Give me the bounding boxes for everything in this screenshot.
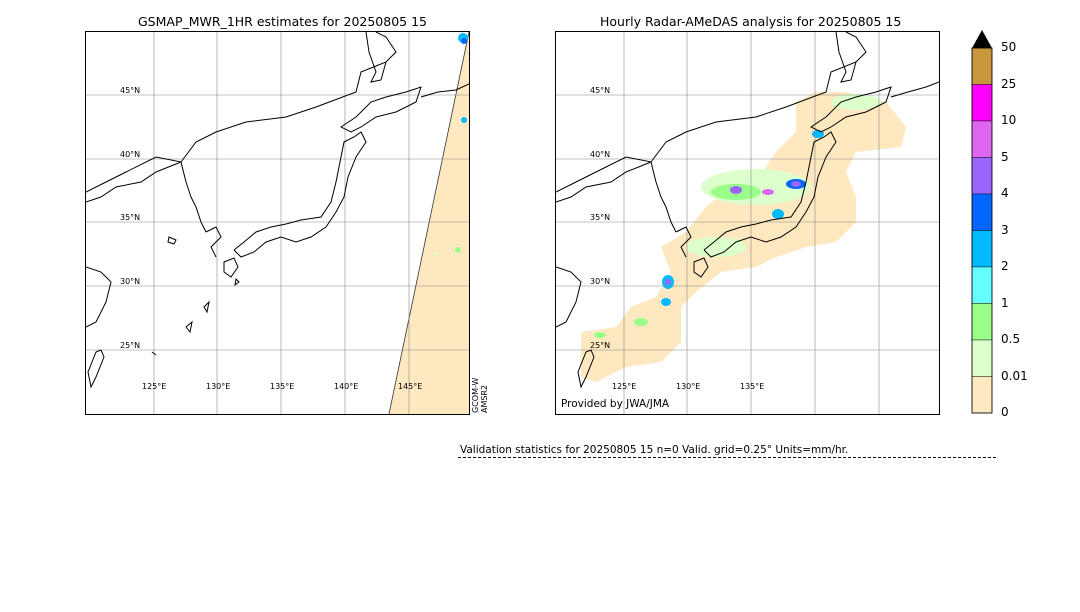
colorbar-cell — [971, 193, 993, 231]
left-map-canvas — [86, 32, 469, 414]
colorbar-tick-label: 0 — [1001, 405, 1009, 419]
radar-coverage — [581, 92, 906, 382]
colorbar-cell — [971, 84, 993, 122]
rain-cell — [455, 247, 461, 253]
stats-underline — [458, 457, 996, 458]
rain-area — [772, 209, 784, 219]
rain-cell — [434, 252, 438, 256]
lat-label-35: 35°N — [120, 213, 141, 222]
right-map-panel: 45°N 40°N 35°N 30°N 25°N 125°E 130°E 135… — [555, 31, 940, 415]
colorbar-cells — [971, 47, 993, 414]
lon-label-125: 125°E — [612, 382, 637, 391]
colorbar-cell — [971, 266, 993, 304]
rain-area — [686, 237, 746, 257]
colorbar-tick-label: 2 — [1001, 259, 1009, 273]
colorbar-tick-label: 0.01 — [1001, 368, 1028, 383]
colorbar-tick-label: 5 — [1001, 149, 1009, 164]
colorbar-cell — [971, 230, 993, 268]
coastlines — [86, 32, 469, 389]
left-map-title: GSMAP_MWR_1HR estimates for 20250805 15 — [138, 14, 427, 29]
lon-label-145: 145°E — [398, 382, 423, 391]
lat-label-35: 35°N — [590, 213, 611, 222]
colorbar-cell — [971, 47, 993, 85]
colorbar — [971, 30, 993, 414]
colorbar-tick-label: 25 — [1001, 76, 1017, 91]
lat-label-25: 25°N — [590, 341, 611, 350]
right-map-title: Hourly Radar-AMeDAS analysis for 2025080… — [600, 14, 902, 29]
rain-area — [791, 181, 801, 187]
rain-area — [661, 298, 671, 306]
graticule — [86, 32, 469, 414]
colorbar-tick-label: 3 — [1001, 222, 1009, 237]
rain-area — [665, 279, 671, 285]
rain-area — [594, 332, 606, 338]
lat-label-30: 30°N — [590, 277, 611, 286]
rain-area — [831, 94, 881, 110]
colorbar-tick-label: 50 — [1001, 40, 1017, 54]
colorbar-cell — [971, 120, 993, 158]
colorbar-tick-label: 10 — [1001, 113, 1017, 127]
rain-cell — [461, 117, 467, 123]
satellite-label-amsr2: AMSR2 — [480, 384, 489, 413]
rain-area — [762, 189, 774, 195]
rain-area — [730, 186, 742, 194]
left-map-panel: 45°N 40°N 35°N 30°N 25°N 125°E 130°E 135… — [85, 31, 470, 415]
satellite-label-gcomw: GCOM-W — [471, 377, 480, 413]
lon-label-125: 125°E — [142, 382, 167, 391]
colorbar-tick-label: 0.5 — [1001, 332, 1021, 346]
lon-label-135: 135°E — [270, 382, 295, 391]
colorbar-cell — [971, 303, 993, 341]
lat-label-40: 40°N — [590, 150, 611, 159]
lat-label-25: 25°N — [120, 341, 141, 350]
colorbar-tick-label: 1 — [1001, 295, 1009, 310]
lat-label-30: 30°N — [120, 277, 141, 286]
colorbar-tick-label: 4 — [1001, 186, 1009, 200]
lon-label-135: 135°E — [740, 382, 765, 391]
validation-stats: Validation statistics for 20250805 15 n=… — [460, 444, 849, 456]
swath-edge — [388, 32, 469, 414]
colorbar-cell — [971, 157, 993, 195]
lon-label-140: 140°E — [334, 382, 359, 391]
right-map-canvas — [556, 32, 939, 414]
data-credit: Provided by JWA/JMA — [561, 398, 670, 410]
lon-label-130: 130°E — [206, 382, 231, 391]
colorbar-extend-arrow — [972, 30, 992, 48]
lon-label-130: 130°E — [676, 382, 701, 391]
rain-area — [634, 318, 648, 326]
colorbar-outline — [971, 47, 993, 414]
colorbar-cell — [971, 376, 993, 414]
lat-label-45: 45°N — [120, 86, 141, 95]
lat-label-45: 45°N — [590, 86, 611, 95]
coastlines — [556, 32, 939, 389]
rain-cell — [461, 38, 467, 44]
colorbar-cell — [971, 339, 993, 377]
lat-label-40: 40°N — [120, 150, 141, 159]
